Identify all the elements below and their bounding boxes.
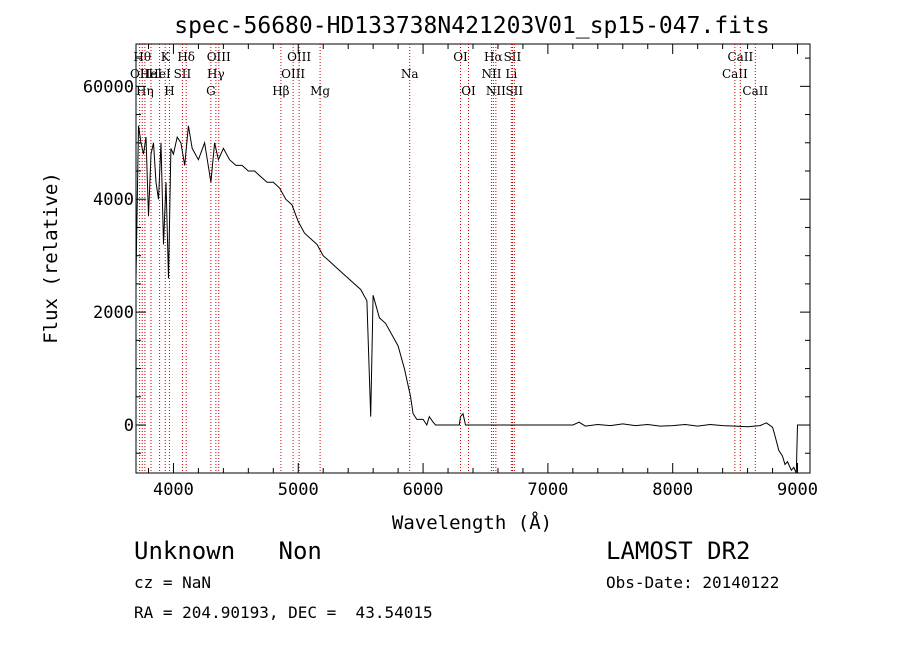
x-tick-label-5: 9000	[777, 480, 818, 500]
classification-text: Unknown Non	[134, 537, 322, 565]
chart-title: spec-56680-HD133738N421203V01_sp15-047.f…	[174, 13, 769, 39]
line-marker-label-18: OI	[461, 84, 476, 98]
line-marker-label-8: Hδ	[177, 50, 195, 64]
line-marker-label-7: SII	[174, 67, 192, 81]
line-marker-label-0: Hθ	[133, 50, 151, 64]
y-axis-label: Flux (relative)	[40, 172, 62, 344]
line-marker-label-17: OI	[453, 50, 468, 64]
y-tick-label-1: 2000	[93, 303, 134, 323]
line-marker-label-13: OIII	[281, 67, 305, 81]
cz-text: cz = NaN	[134, 573, 212, 592]
x-tick-label-1: 5000	[278, 480, 319, 500]
line-marker-label-11: OIII	[207, 50, 231, 64]
x-axis-label: Wavelength (Å)	[392, 511, 552, 534]
line-marker-label-15: Mg	[310, 84, 330, 98]
line-marker-label-2: Hη	[136, 84, 154, 98]
y-tick-label-2: 4000	[93, 190, 134, 210]
line-marker-label-5: K	[161, 50, 171, 64]
line-marker-label-21: NII	[486, 84, 506, 98]
x-tick-label-0: 4000	[153, 480, 194, 500]
line-marker-label-10: Hγ	[207, 67, 225, 81]
line-marker-label-6: H	[164, 84, 174, 98]
y-axis-ticks: 0 2000 4000 60000	[83, 57, 810, 454]
x-tick-label-2: 6000	[403, 480, 444, 500]
line-markers: HθOIIHηHeIHeIKHSIIHδGHγOIIIHβOIIIOIIIMgN…	[130, 44, 768, 473]
x-tick-label-4: 8000	[652, 480, 693, 500]
x-axis-ticks: 4000 5000 6000 7000 8000 9000	[147, 44, 818, 500]
spectrum-series	[135, 125, 804, 474]
line-marker-label-20: Hα	[484, 50, 503, 64]
line-marker-label-12: Hβ	[272, 84, 289, 98]
obs-date-text: Obs-Date: 20140122	[606, 573, 780, 592]
coordinates-text: RA = 204.90193, DEC = 43.54015	[134, 603, 433, 622]
line-marker-label-24: SII	[505, 84, 523, 98]
line-marker-label-25: CaII	[722, 67, 748, 81]
line-marker-label-23: SII	[504, 50, 522, 64]
y-tick-label-3: 60000	[83, 77, 134, 97]
line-marker-label-9: G	[206, 84, 216, 98]
line-marker-label-16: Na	[401, 67, 419, 81]
x-tick-label-3: 7000	[527, 480, 568, 500]
plot-frame	[135, 43, 811, 474]
survey-text: LAMOST DR2	[606, 537, 751, 565]
line-marker-label-3: HeI	[140, 67, 163, 81]
line-marker-label-22: Li	[505, 67, 517, 81]
y-tick-label-0: 0	[124, 416, 134, 436]
line-marker-label-14: OIII	[287, 50, 311, 64]
line-marker-label-27: CaII	[742, 84, 768, 98]
line-marker-label-4: HeI	[148, 67, 171, 81]
spectrum-line	[135, 125, 804, 474]
line-marker-label-19: NII	[481, 67, 501, 81]
line-marker-label-26: CaII	[727, 50, 753, 64]
